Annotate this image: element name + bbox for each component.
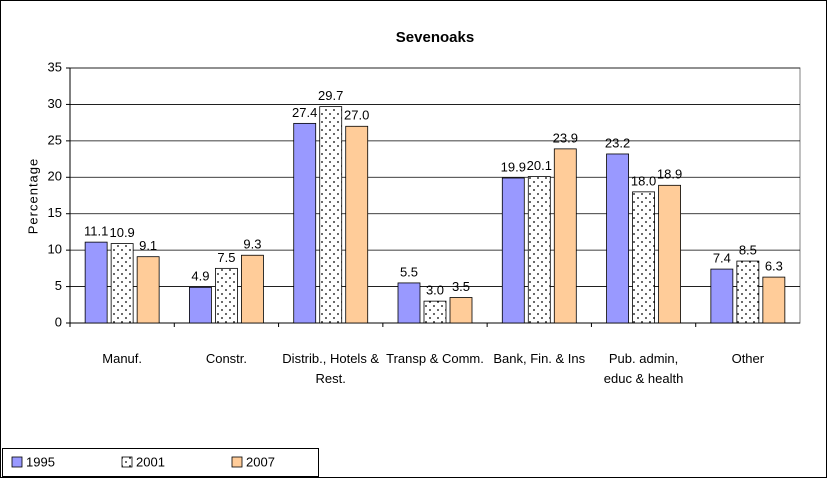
value-label: 4.9 [191, 269, 209, 284]
value-label: 8.5 [739, 243, 757, 258]
y-tick-label: 30 [48, 96, 62, 111]
x-tick-label: Constr. [205, 351, 248, 366]
value-label: 20.1 [527, 158, 552, 173]
bar [710, 268, 734, 324]
legend-swatch [121, 456, 133, 468]
bar [293, 122, 317, 324]
bar [658, 184, 681, 324]
value-label: 11.1 [84, 224, 108, 239]
value-label: 5.5 [400, 264, 418, 279]
bar [736, 260, 760, 324]
bar [449, 297, 473, 324]
y-axis-label: Percentage [25, 158, 40, 235]
bar [553, 148, 577, 324]
bar [241, 254, 264, 324]
bar [397, 282, 421, 324]
value-label: 3.0 [426, 283, 444, 298]
x-tick-label: Other [731, 351, 765, 366]
value-label: 7.5 [217, 250, 235, 265]
value-label: 9.1 [139, 238, 157, 253]
bar [319, 106, 343, 324]
value-label: 18.0 [631, 173, 656, 188]
value-label: 27.0 [344, 108, 369, 123]
legend-label: 2007 [246, 454, 275, 469]
legend-label: 2001 [136, 454, 165, 469]
bar [189, 286, 212, 324]
x-tick-label: Manuf. [102, 351, 143, 366]
value-label: 27.4 [292, 105, 317, 120]
x-tick-label: Pub. admin, educ & health [603, 351, 684, 386]
value-label: 9.3 [243, 237, 261, 252]
bar [762, 276, 786, 324]
bar [423, 300, 447, 324]
y-tick-label: 20 [48, 169, 62, 184]
value-label: 29.7 [318, 88, 343, 103]
y-tick-label: 25 [48, 132, 62, 147]
bar [527, 176, 551, 324]
value-label: 6.3 [765, 259, 783, 274]
bar [632, 191, 655, 324]
value-label: 23.9 [553, 130, 578, 145]
y-tick-label: 15 [48, 205, 62, 220]
bar [136, 256, 160, 324]
legend-swatch [11, 456, 23, 468]
value-label: 3.5 [452, 279, 470, 294]
legend-box [2, 448, 319, 477]
y-tick-label: 5 [55, 278, 62, 293]
bar [84, 241, 108, 324]
legend-label: 1995 [26, 454, 55, 469]
y-tick-label: 0 [55, 314, 62, 329]
x-tick-label: Transp & Comm. [386, 351, 484, 366]
y-tick-label: 35 [48, 59, 62, 74]
legend-swatch [231, 456, 243, 468]
y-tick-label: 10 [48, 242, 62, 257]
x-tick-label: Bank, Fin. & Ins [493, 351, 586, 366]
value-label: 18.9 [657, 167, 682, 182]
value-label: 10.9 [109, 225, 134, 240]
bar [110, 243, 134, 324]
value-label: 7.4 [713, 251, 731, 266]
chart-title: Sevenoaks [396, 29, 474, 46]
bar [345, 125, 369, 324]
value-label: 19.9 [501, 159, 526, 174]
bar [606, 153, 629, 324]
bar [215, 267, 238, 324]
bar [501, 177, 525, 324]
x-tick-label: Distrib., Hotels & Rest. [282, 351, 380, 386]
value-label: 23.2 [605, 135, 630, 150]
